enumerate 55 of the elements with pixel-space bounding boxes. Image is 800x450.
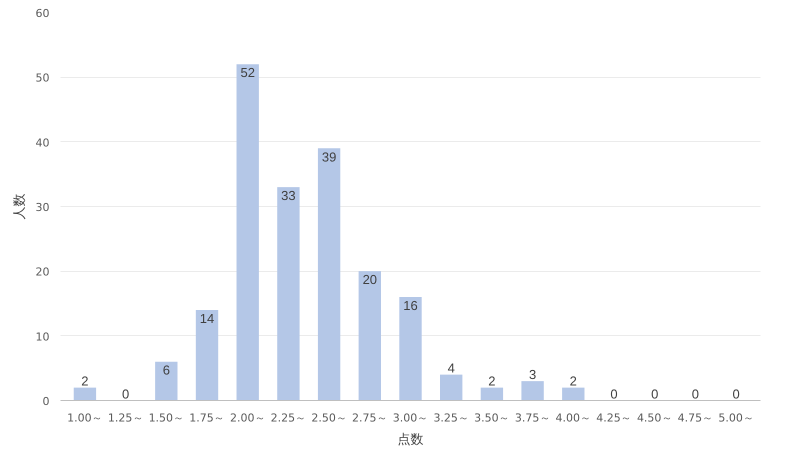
x-tick-label: 2.75～ (352, 412, 388, 424)
bar (358, 271, 381, 400)
bar (399, 297, 422, 400)
bar (562, 388, 584, 400)
x-tick-label: 1.25～ (108, 412, 144, 424)
y-tick-label: 0 (42, 395, 50, 408)
bar (318, 148, 340, 400)
y-axis-title: 人数 (12, 194, 28, 220)
data-label: 0 (651, 386, 658, 402)
data-label: 0 (122, 386, 130, 402)
data-label: 0 (692, 386, 700, 402)
x-tick-label: 4.25～ (596, 412, 632, 424)
y-tick-label: 20 (36, 266, 50, 279)
data-label: 3 (528, 367, 536, 382)
x-tick-label: 3.50～ (474, 412, 510, 424)
data-label: 52 (240, 65, 255, 80)
bar (155, 362, 178, 400)
x-tick-label: 1.50～ (148, 412, 184, 424)
bar (236, 64, 259, 400)
y-tick-label: 50 (36, 72, 50, 85)
data-label: 0 (610, 386, 618, 402)
data-label: 16 (403, 298, 418, 314)
x-tick-label: 4.50～ (636, 412, 672, 424)
bar (74, 388, 96, 400)
data-label: 6 (162, 362, 170, 378)
bar (521, 381, 544, 400)
y-tick-label: 40 (36, 136, 50, 150)
x-tick-label: 5.00～ (718, 412, 754, 424)
x-tick-label: 2.00～ (230, 412, 266, 424)
x-tick-label: 2.25～ (270, 412, 306, 424)
x-tick-label: 4.75～ (678, 412, 714, 424)
data-label: 2 (81, 374, 89, 389)
x-tick-label: 2.50～ (311, 412, 347, 424)
bar (196, 310, 218, 400)
data-label: 4 (448, 360, 455, 376)
data-label: 2 (570, 374, 577, 389)
x-axis-title: 点数 (398, 432, 424, 448)
data-label: 2 (488, 374, 496, 389)
x-tick-label: 1.75～ (189, 412, 225, 424)
data-label: 33 (281, 188, 296, 204)
y-tick-label: 60 (36, 7, 50, 20)
data-label: 14 (200, 310, 214, 326)
bar (480, 388, 504, 400)
data-label: 0 (732, 386, 740, 402)
data-label: 39 (322, 149, 336, 164)
bar (277, 187, 300, 400)
y-tick-label: 10 (36, 330, 50, 344)
x-tick-label: 1.00～ (67, 412, 103, 424)
x-tick-label: 3.00～ (392, 412, 428, 424)
data-label: 20 (362, 272, 378, 288)
x-tick-label: 3.25～ (433, 412, 469, 424)
y-tick-label: 30 (36, 201, 50, 214)
x-tick-label: 3.75～ (514, 412, 550, 424)
x-tick-label: 4.00～ (556, 412, 592, 424)
bar (440, 374, 462, 400)
